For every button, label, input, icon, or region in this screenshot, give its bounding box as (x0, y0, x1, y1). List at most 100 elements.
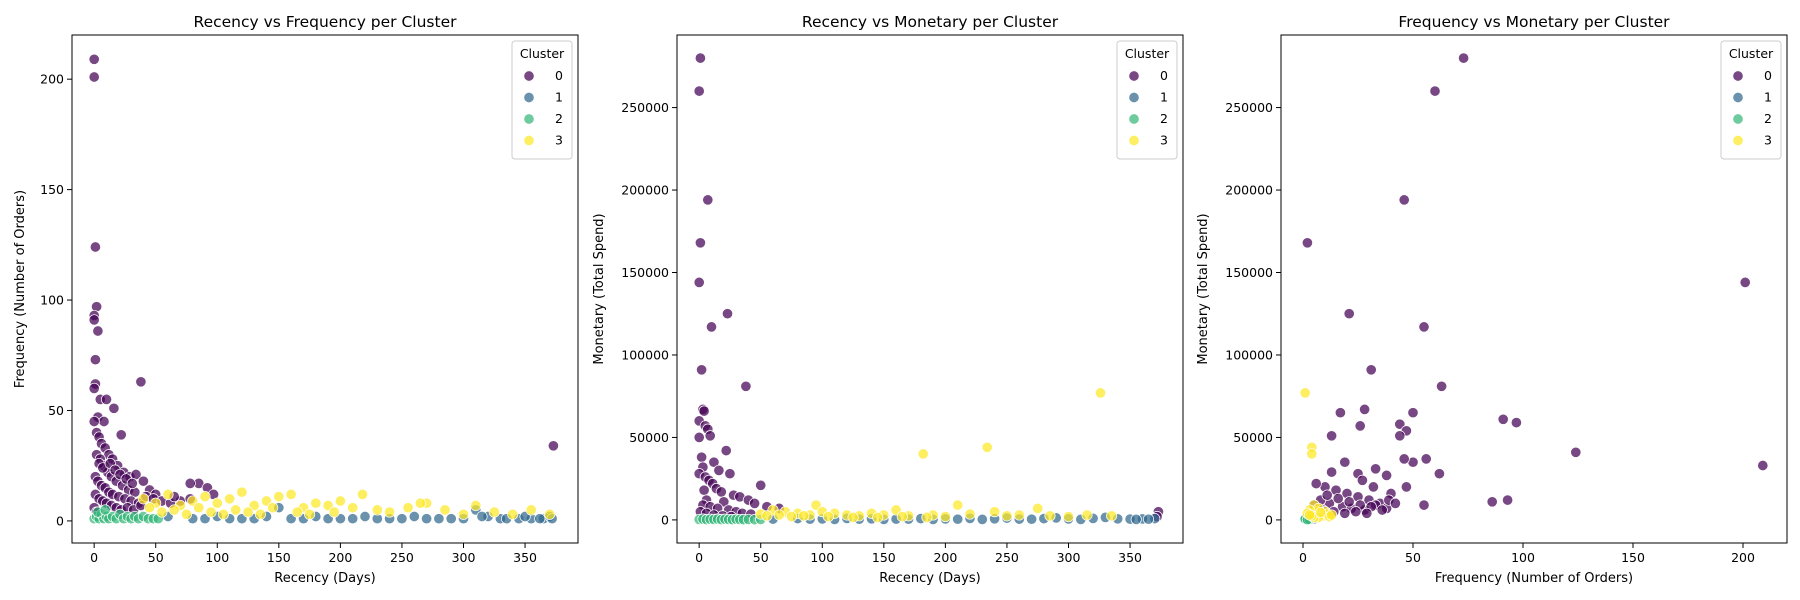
data-point (507, 508, 519, 520)
data-point (396, 513, 408, 525)
x-axis-label: Recency (Days) (879, 571, 980, 586)
data-point (457, 508, 470, 520)
data-point (254, 508, 266, 520)
data-point (328, 506, 340, 518)
data-point (334, 495, 346, 507)
y-axis-label: Monetary (Total Spend) (1196, 213, 1211, 364)
data-point (439, 504, 451, 516)
data-point (1299, 387, 1311, 399)
y-tick-label: 100000 (621, 347, 669, 362)
y-tick-label: 150 (40, 182, 64, 197)
data-point (347, 502, 359, 514)
data-point (242, 506, 254, 518)
legend-title: Cluster (520, 46, 565, 61)
data-point (1026, 513, 1038, 525)
x-tick-label: 350 (513, 550, 537, 565)
data-point (1458, 52, 1470, 64)
legend-box (1720, 40, 1782, 160)
y-tick-label: 250000 (621, 100, 669, 115)
x-tick-label: 250 (390, 550, 414, 565)
legend-marker (523, 113, 535, 125)
data-point (896, 511, 908, 523)
data-point (1418, 499, 1430, 511)
plot-frame (676, 34, 1184, 544)
y-tick-label: 150000 (621, 265, 669, 280)
data-point (713, 464, 725, 476)
plot-frame (1280, 34, 1788, 544)
data-point (88, 382, 100, 394)
legend-marker (1732, 91, 1744, 104)
series-0 (88, 53, 559, 518)
data-point (199, 491, 211, 503)
data-point (724, 468, 736, 480)
x-tick-label: 350 (1118, 550, 1142, 565)
data-point (88, 314, 100, 326)
chart-title: Recency vs Frequency per Cluster (194, 13, 458, 31)
data-point (696, 364, 708, 376)
x-tick-label: 300 (452, 550, 476, 565)
scatter-points (1299, 52, 1769, 526)
data-point (1394, 418, 1406, 430)
y-tick-label: 0 (661, 512, 669, 527)
data-point (693, 431, 705, 443)
data-point (952, 513, 964, 525)
data-point (1013, 509, 1025, 521)
data-point (720, 445, 732, 457)
data-point (704, 430, 716, 442)
chart-title: Frequency vs Monetary per Cluster (1398, 13, 1670, 31)
x-tick-label: 100 (810, 550, 834, 565)
legend-label: 1 (1160, 90, 1168, 105)
data-point (1339, 456, 1351, 468)
data-point (1301, 237, 1313, 249)
x-tick-label: 300 (1057, 550, 1081, 565)
legend-label: 1 (555, 90, 563, 105)
y-tick-label: 250000 (1225, 100, 1273, 115)
series-3 (1299, 387, 1338, 523)
data-point (1486, 496, 1498, 508)
data-point (1321, 489, 1333, 501)
data-point (476, 510, 488, 523)
data-point (1062, 511, 1075, 523)
chart-panel-3: Frequency vs Monetary per Cluster Freque… (1196, 13, 1788, 586)
data-point (1365, 364, 1377, 376)
data-point (1304, 509, 1316, 521)
scatter-points (88, 53, 559, 525)
data-point (1757, 459, 1769, 472)
data-point (917, 448, 929, 460)
x-tick-label: 200 (328, 550, 352, 565)
data-point (108, 402, 120, 414)
data-point (126, 477, 138, 489)
data-point (211, 497, 223, 509)
data-point (1418, 321, 1430, 333)
data-point (135, 376, 147, 388)
data-point (847, 511, 859, 523)
data-point (693, 276, 705, 288)
data-point (1326, 466, 1338, 478)
data-point (1400, 481, 1412, 493)
data-point (921, 511, 933, 523)
data-point (445, 513, 457, 525)
data-point (534, 513, 546, 525)
x-tick-label: 50 (148, 550, 164, 565)
data-point (964, 508, 976, 520)
data-point (1326, 430, 1338, 442)
data-point (525, 504, 537, 516)
y-tick-label: 50 (48, 403, 64, 418)
data-point (1310, 478, 1322, 490)
legend-label: 2 (1764, 111, 1772, 126)
x-tick-label: 200 (1731, 550, 1755, 565)
data-point (488, 506, 500, 518)
data-point (1407, 407, 1419, 419)
x-axis-label: Frequency (Number of Orders) (1435, 571, 1633, 586)
data-point (1339, 507, 1351, 519)
data-point (708, 456, 720, 468)
plot-frame (71, 34, 579, 544)
x-tick-label: 50 (1405, 550, 1421, 565)
data-point (872, 511, 884, 523)
data-point (285, 488, 297, 500)
data-point (433, 513, 445, 525)
legend-label: 3 (555, 133, 563, 148)
data-point (952, 499, 964, 511)
